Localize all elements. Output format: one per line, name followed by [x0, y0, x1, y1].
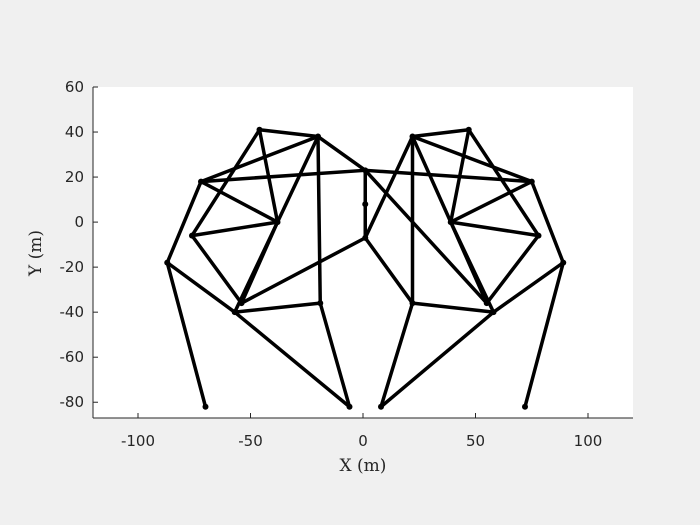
y-tick-label: -80 [60, 393, 85, 411]
truss-node [378, 404, 384, 410]
y-tick-label: 40 [65, 123, 84, 141]
truss-node [522, 404, 528, 410]
truss-node [232, 309, 238, 315]
truss-node [275, 219, 281, 225]
truss-node [362, 201, 368, 207]
y-tick-label: -60 [60, 348, 85, 366]
truss-node [189, 233, 195, 239]
y-tick-label: 0 [74, 213, 84, 231]
truss-node [362, 235, 368, 241]
x-tick-label: 100 [574, 432, 603, 450]
truss-node [198, 179, 204, 185]
truss-node [484, 300, 490, 306]
truss-node [410, 134, 416, 140]
truss-node [203, 404, 209, 410]
truss-node [560, 260, 566, 266]
truss-node [466, 127, 472, 133]
x-tick-label: 0 [358, 432, 368, 450]
x-tick-label: -100 [121, 432, 155, 450]
x-axis-label: X (m) [340, 456, 387, 476]
x-tick-label: 50 [466, 432, 485, 450]
y-tick-label: 60 [65, 78, 84, 96]
truss-node [410, 300, 416, 306]
y-tick-label: 20 [65, 168, 84, 186]
truss-node [448, 219, 454, 225]
truss-node [317, 300, 323, 306]
truss-node [347, 404, 353, 410]
truss-node [257, 127, 263, 133]
y-ticks: -80 -60 -40 -20 0 20 40 60 [60, 78, 99, 411]
truss-node [239, 300, 245, 306]
y-axis-label: Y (m) [26, 230, 46, 277]
truss-node [315, 134, 321, 140]
x-ticks: -100 -50 0 50 100 [121, 413, 602, 450]
truss-node [529, 179, 535, 185]
truss-node [491, 309, 497, 315]
truss-member [318, 137, 320, 304]
plot-area [93, 87, 633, 418]
truss-node [362, 167, 368, 173]
y-tick-label: -20 [60, 258, 85, 276]
truss-node [536, 233, 542, 239]
y-tick-label: -40 [60, 303, 85, 321]
truss-node [164, 260, 170, 266]
x-tick-label: -50 [238, 432, 263, 450]
